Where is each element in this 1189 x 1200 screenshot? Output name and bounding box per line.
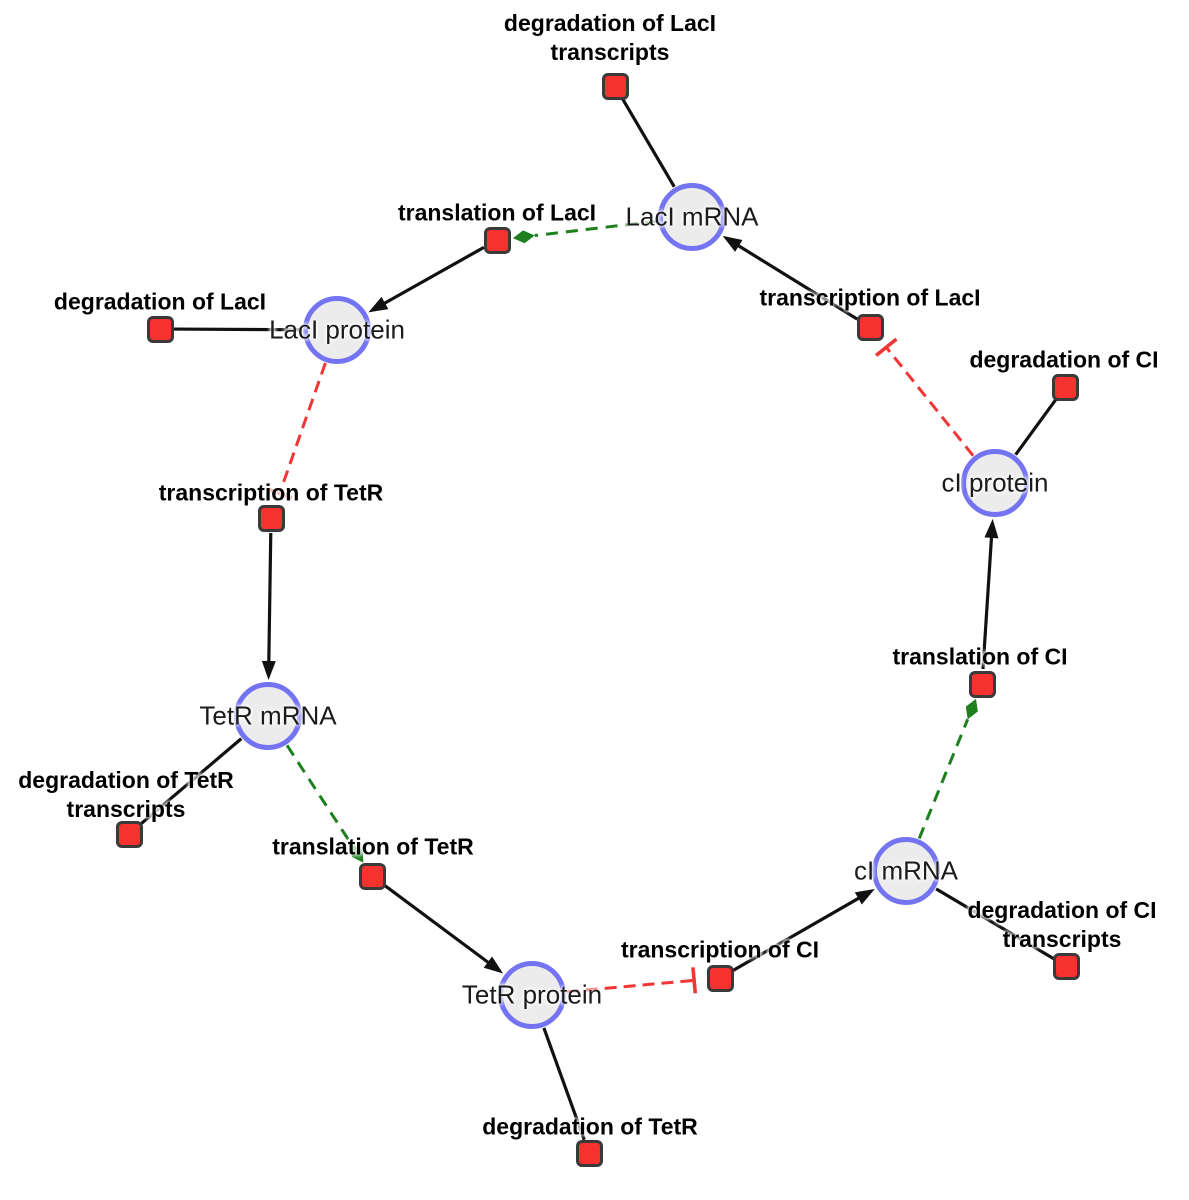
reaction-node-translation-tetr[interactable] (358, 862, 386, 890)
reaction-label-translation-tetr: translation of TetR (272, 833, 474, 860)
reaction-node-transcription-laci[interactable] (856, 313, 884, 341)
edge-modifier-laci-mrna-translation-laci (512, 219, 658, 244)
reaction-label-transcription-tetr: transcription of TetR (158, 479, 384, 506)
reaction-node-deg-laci-transcripts[interactable] (601, 72, 629, 100)
species-node-ci-protein[interactable] (961, 449, 1029, 517)
reaction-node-deg-tetr[interactable] (575, 1139, 603, 1167)
edge-consumption-laci-mrna-deg-laci-transcripts (620, 97, 676, 188)
edge-modifier-tetr-mrna-translation-tetr (285, 744, 364, 863)
reaction-label-deg-ci-transcripts: degradation of CI transcripts (967, 897, 1157, 952)
edge-consumption-ci-protein-deg-ci (1014, 397, 1059, 456)
reaction-node-deg-tetr-transcripts[interactable] (115, 820, 143, 848)
reaction-node-transcription-ci[interactable] (706, 964, 734, 992)
edge-inhibition-laci-protein-transcription-tetr (266, 362, 327, 500)
edge-consumption-tetr-mrna-deg-tetr-transcripts (138, 737, 243, 827)
species-label-laci-protein: LacI protein (269, 314, 405, 345)
species-label-ci-mrna: cI mRNA (854, 855, 958, 886)
reaction-label-deg-laci-transcripts: degradation of LacI transcripts (503, 10, 717, 65)
edge-consumption-ci-mrna-deg-ci-transcripts (935, 887, 1055, 961)
reaction-node-translation-ci[interactable] (968, 670, 996, 698)
reaction-label-deg-laci: degradation of LacI (53, 288, 267, 315)
reaction-node-translation-laci[interactable] (483, 226, 511, 254)
reaction-node-deg-ci[interactable] (1051, 373, 1079, 401)
reaction-label-deg-tetr-transcripts: degradation of TetR transcripts (18, 767, 234, 822)
species-node-tetr-mrna[interactable] (234, 682, 302, 750)
species-label-laci-mrna: LacI mRNA (625, 201, 759, 232)
reaction-label-translation-laci: translation of LacI (397, 199, 597, 226)
time-series-plot (425, 432, 770, 767)
reaction-label-transcription-laci: transcription of LacI (759, 284, 981, 311)
edge-inhibition-tetr-protein-transcription-ci (566, 967, 698, 994)
species-node-tetr-protein[interactable] (498, 961, 566, 1029)
reaction-label-deg-ci: degradation of CI (969, 346, 1159, 373)
reaction-node-deg-laci[interactable] (146, 315, 174, 343)
edge-production-translation-tetr-tetr-protein (383, 883, 504, 974)
species-label-tetr-mrna: TetR mRNA (199, 700, 337, 731)
reaction-label-transcription-ci: transcription of CI (620, 936, 820, 963)
species-node-laci-protein[interactable] (303, 296, 371, 364)
edge-consumption-tetr-protein-deg-tetr (542, 1027, 586, 1141)
reaction-node-transcription-tetr[interactable] (257, 504, 285, 532)
species-node-laci-mrna[interactable] (658, 183, 726, 251)
species-label-ci-protein: cI protein (941, 467, 1049, 498)
edge-production-transcription-ci-ci-mrna (732, 888, 875, 972)
reaction-node-deg-ci-transcripts[interactable] (1052, 952, 1080, 980)
species-label-tetr-protein: TetR protein (461, 979, 603, 1010)
edge-production-translation-ci-ci-protein (981, 518, 999, 670)
reaction-label-translation-ci: translation of CI (892, 643, 1068, 670)
reaction-label-deg-tetr: degradation of TetR (482, 1113, 698, 1140)
edge-consumption-laci-protein-deg-laci (173, 327, 303, 332)
species-node-ci-mrna[interactable] (872, 837, 940, 905)
edge-inhibition-ci-protein-transcription-laci (874, 337, 975, 457)
edge-production-transcription-tetr-tetr-mrna (261, 532, 276, 681)
edge-modifier-ci-mrna-translation-ci (917, 698, 978, 840)
edge-production-transcription-laci-laci-mrna (722, 235, 859, 321)
edge-production-translation-laci-laci-protein (368, 245, 485, 313)
